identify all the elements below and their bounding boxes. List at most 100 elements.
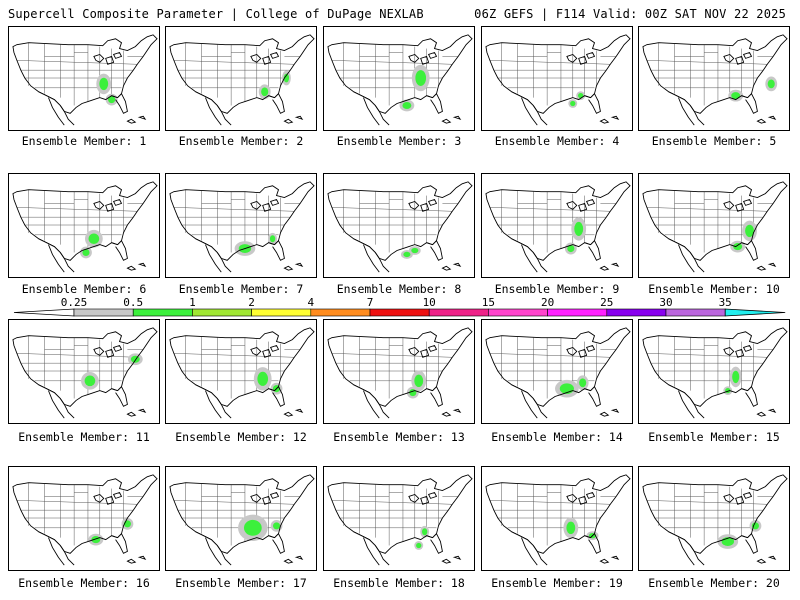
coastline (741, 532, 758, 554)
colorbar-tick-label: 0.25 (61, 296, 88, 309)
colorbar-tick-label: 30 (659, 296, 672, 309)
state-boundary (16, 60, 138, 65)
scp-contour-high (579, 378, 587, 388)
colorbar-tick-label: 7 (367, 296, 374, 309)
coastline (408, 198, 438, 212)
scp-contour-high (732, 370, 740, 384)
us-map (327, 34, 473, 126)
coastline (111, 239, 128, 261)
member-map-panel (638, 466, 790, 571)
coastline (642, 327, 788, 407)
coastline (599, 555, 620, 564)
member-map-panel (481, 319, 633, 424)
state-boundary (489, 353, 611, 358)
scp-contour-high (243, 519, 262, 536)
coastline (584, 532, 601, 554)
coastline (408, 51, 438, 65)
colorbar-segment (251, 308, 312, 317)
us-map (642, 34, 788, 126)
us-map (485, 327, 631, 419)
state-boundary (331, 60, 453, 65)
colorbar-tick-label: 2 (248, 296, 255, 309)
us-map (12, 327, 158, 419)
scp-contour-high (283, 73, 290, 83)
coastline (511, 531, 548, 566)
member-map-panel (165, 319, 317, 424)
us-map (642, 327, 788, 419)
coastline (327, 327, 473, 407)
colorbar-segment (73, 308, 134, 317)
scp-contour-high (574, 221, 584, 236)
coastline (642, 34, 788, 114)
coastline (741, 239, 758, 261)
scp-contour-high (272, 522, 281, 530)
member-map-panel (8, 319, 160, 424)
colorbar-tick-label: 0.5 (123, 296, 143, 309)
state-boundary (331, 500, 453, 505)
us-map (327, 327, 473, 419)
coastline (126, 408, 147, 417)
scp-contour-high (745, 224, 754, 238)
coastline (426, 532, 443, 554)
coastline (485, 474, 631, 554)
coastline (250, 51, 280, 65)
member-label: Ensemble Member: 13 (333, 430, 465, 444)
member-label: Ensemble Member: 17 (175, 576, 307, 590)
scp-contour-high (411, 247, 419, 254)
scp-color-legend: 0.25 0.5 1 2 4 7 10 15 20 25 30 35 (13, 296, 786, 317)
coastline (511, 91, 548, 126)
colorbar-tick-label: 4 (307, 296, 314, 309)
member-map-panel (638, 26, 790, 131)
coastline (599, 408, 620, 417)
us-map (169, 34, 315, 126)
us-map (12, 181, 158, 273)
member-label: Ensemble Member: 4 (494, 134, 620, 148)
coastline (195, 91, 232, 126)
coastline (38, 91, 75, 126)
member-map-panel (165, 466, 317, 571)
member-map-panel (165, 26, 317, 131)
coastline (93, 198, 123, 212)
scp-contour-high (402, 101, 412, 110)
member-label: Ensemble Member: 5 (651, 134, 777, 148)
member-map-panel (638, 173, 790, 278)
scp-contour-high (257, 371, 269, 386)
coastline (111, 532, 128, 554)
map-title: Supercell Composite Parameter | College … (8, 7, 424, 21)
us-map (169, 181, 315, 273)
member-label: Ensemble Member: 11 (18, 430, 150, 444)
colorbar-segment (428, 308, 489, 317)
state-boundary (489, 60, 611, 65)
coastline (169, 474, 315, 554)
coastline (93, 491, 123, 505)
coastline (668, 531, 705, 566)
colorbar-segment (488, 308, 548, 317)
coastline (668, 384, 705, 419)
state-boundary (16, 207, 138, 212)
coastline (756, 555, 777, 564)
member-label: Ensemble Member: 10 (648, 282, 780, 296)
coastline (741, 385, 758, 407)
coastline (756, 115, 777, 124)
state-boundary (646, 500, 768, 505)
scp-contour-high (130, 355, 140, 363)
scp-contour-high (731, 92, 741, 100)
colorbar-segment (606, 308, 667, 317)
member-label: Ensemble Member: 2 (178, 134, 304, 148)
member-map-panel (323, 319, 475, 424)
coastline (566, 51, 596, 65)
scp-contour-high (403, 251, 411, 258)
state-boundary (173, 60, 295, 65)
coastline (38, 531, 75, 566)
scp-contour-high (733, 243, 743, 251)
scp-contour-high (767, 79, 775, 89)
coastline (283, 115, 304, 124)
member-map-panel (481, 466, 633, 571)
coastline (426, 239, 443, 261)
us-map (642, 474, 788, 566)
coastline (566, 491, 596, 505)
coastline (511, 384, 548, 419)
member-map-panel (323, 173, 475, 278)
coastline (723, 491, 753, 505)
coastline (426, 385, 443, 407)
